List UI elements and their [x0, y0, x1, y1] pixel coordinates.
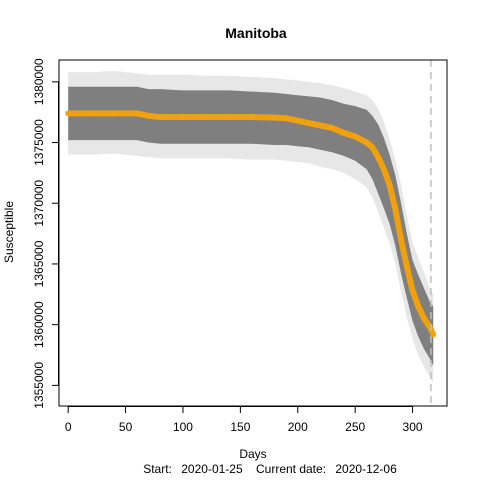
footnote: Start: 2020-01-25 Current date: 2020-12-…	[143, 462, 397, 476]
median-point	[295, 118, 300, 123]
footnote-current-date: 2020-12-06	[335, 462, 397, 476]
median-point	[370, 145, 375, 150]
median-point	[65, 111, 71, 116]
median-point	[398, 237, 404, 242]
axes: 0 50 100 150 200 250 300 1355000 1360000 1365000 1…	[32, 58, 448, 434]
median-point	[88, 111, 94, 116]
median-point	[416, 304, 421, 309]
y-axis-label: Susceptible	[2, 201, 16, 263]
median-point	[272, 115, 278, 120]
y-tick-label: 1355000	[32, 362, 46, 409]
footnote-start-date: 2020-01-25	[181, 462, 243, 476]
x-tick-label: 50	[119, 420, 133, 434]
median-point	[203, 114, 209, 120]
median-point	[180, 114, 186, 120]
x-tick-label: 200	[288, 420, 308, 434]
median-point	[352, 134, 358, 139]
median-point	[431, 332, 436, 337]
footnote-start-label: Start:	[143, 462, 172, 476]
median-point	[410, 288, 415, 293]
median-point	[387, 182, 392, 188]
chart-title: Manitoba	[225, 25, 287, 41]
y-tick-label: 1370000	[32, 180, 46, 227]
median-point	[330, 125, 335, 131]
median-point	[381, 167, 387, 172]
median-point	[111, 111, 117, 116]
median-point	[146, 113, 151, 119]
median-point	[404, 264, 410, 269]
x-tick-label: 100	[173, 420, 193, 434]
y-tick-label: 1375000	[32, 119, 46, 166]
x-tick-label: 300	[403, 420, 423, 434]
plot-area	[65, 60, 437, 406]
median-point	[134, 111, 140, 116]
median-point	[157, 114, 163, 120]
y-tick-label: 1365000	[32, 240, 46, 287]
y-tick-label: 1380000	[32, 58, 46, 105]
median-point	[249, 114, 255, 120]
median-point	[421, 316, 427, 321]
median-point	[307, 120, 312, 126]
median-point	[318, 123, 323, 128]
median-point	[284, 116, 289, 121]
footnote-current-label: Current date:	[256, 462, 326, 476]
x-tick-label: 0	[65, 420, 72, 434]
inner-uncertainty-band	[68, 86, 434, 366]
median-point	[226, 114, 232, 120]
median-point	[341, 130, 346, 136]
x-tick-label: 150	[230, 420, 250, 434]
x-tick-label: 250	[345, 420, 365, 434]
median-point	[375, 154, 381, 160]
median-point	[364, 140, 369, 145]
y-tick-label: 1360000	[32, 301, 46, 348]
median-point	[393, 207, 398, 212]
x-axis-label: Days	[239, 447, 266, 461]
